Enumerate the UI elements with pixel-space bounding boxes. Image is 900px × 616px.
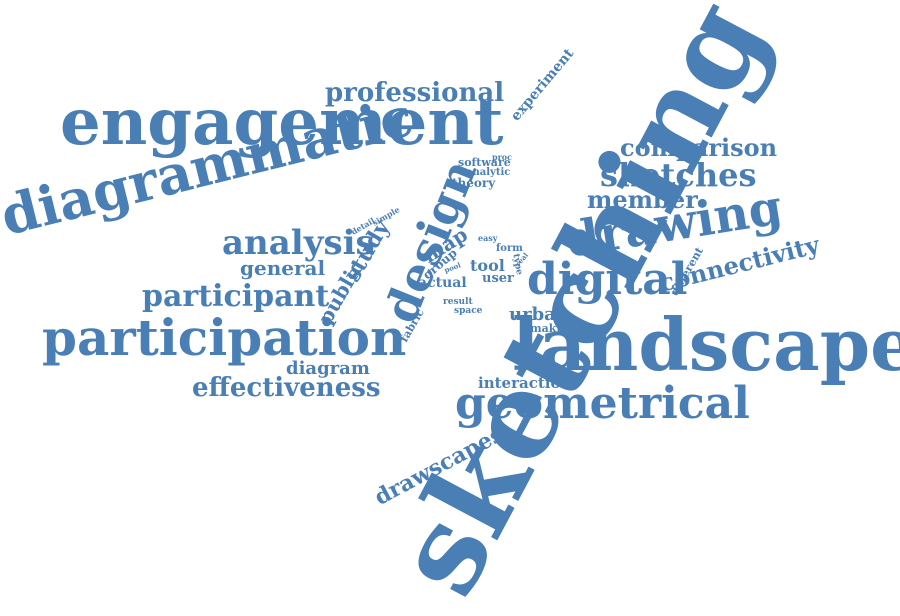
word-analytic: analytic bbox=[466, 167, 511, 178]
word-member: member bbox=[587, 185, 698, 214]
word-sketches: sketches bbox=[600, 156, 757, 194]
word-analysis: analysis bbox=[222, 223, 375, 263]
word-comparison: comparison bbox=[620, 133, 778, 162]
word-engagement: engagement bbox=[60, 85, 504, 160]
word-result: result bbox=[443, 297, 473, 307]
word-tool: tool bbox=[470, 256, 505, 275]
word-software: software bbox=[458, 156, 511, 169]
word-user: user bbox=[482, 271, 514, 286]
word-theory: theory bbox=[452, 176, 496, 190]
word-form: form bbox=[496, 243, 523, 254]
word-effectiveness: effectiveness bbox=[192, 373, 381, 403]
word-making: making bbox=[530, 322, 577, 335]
word-proc: proc bbox=[492, 152, 513, 162]
word-experiment: experiment bbox=[507, 45, 578, 125]
word-participant: participant bbox=[142, 279, 330, 314]
word-geometrical: geometrical bbox=[455, 378, 750, 429]
word-actual: actual bbox=[418, 275, 467, 291]
word-landscape: landscape bbox=[512, 302, 900, 387]
word-digital: digital bbox=[527, 254, 688, 305]
word-participation: participation bbox=[42, 308, 407, 367]
word-general: general bbox=[240, 256, 326, 280]
word-diagram: diagram bbox=[286, 358, 370, 379]
word-urban: urban bbox=[509, 304, 569, 325]
word-interaction: interaction bbox=[478, 374, 572, 392]
word-space: space bbox=[454, 306, 483, 316]
word-easy: easy bbox=[478, 233, 498, 243]
word-professional: professional bbox=[325, 78, 505, 108]
